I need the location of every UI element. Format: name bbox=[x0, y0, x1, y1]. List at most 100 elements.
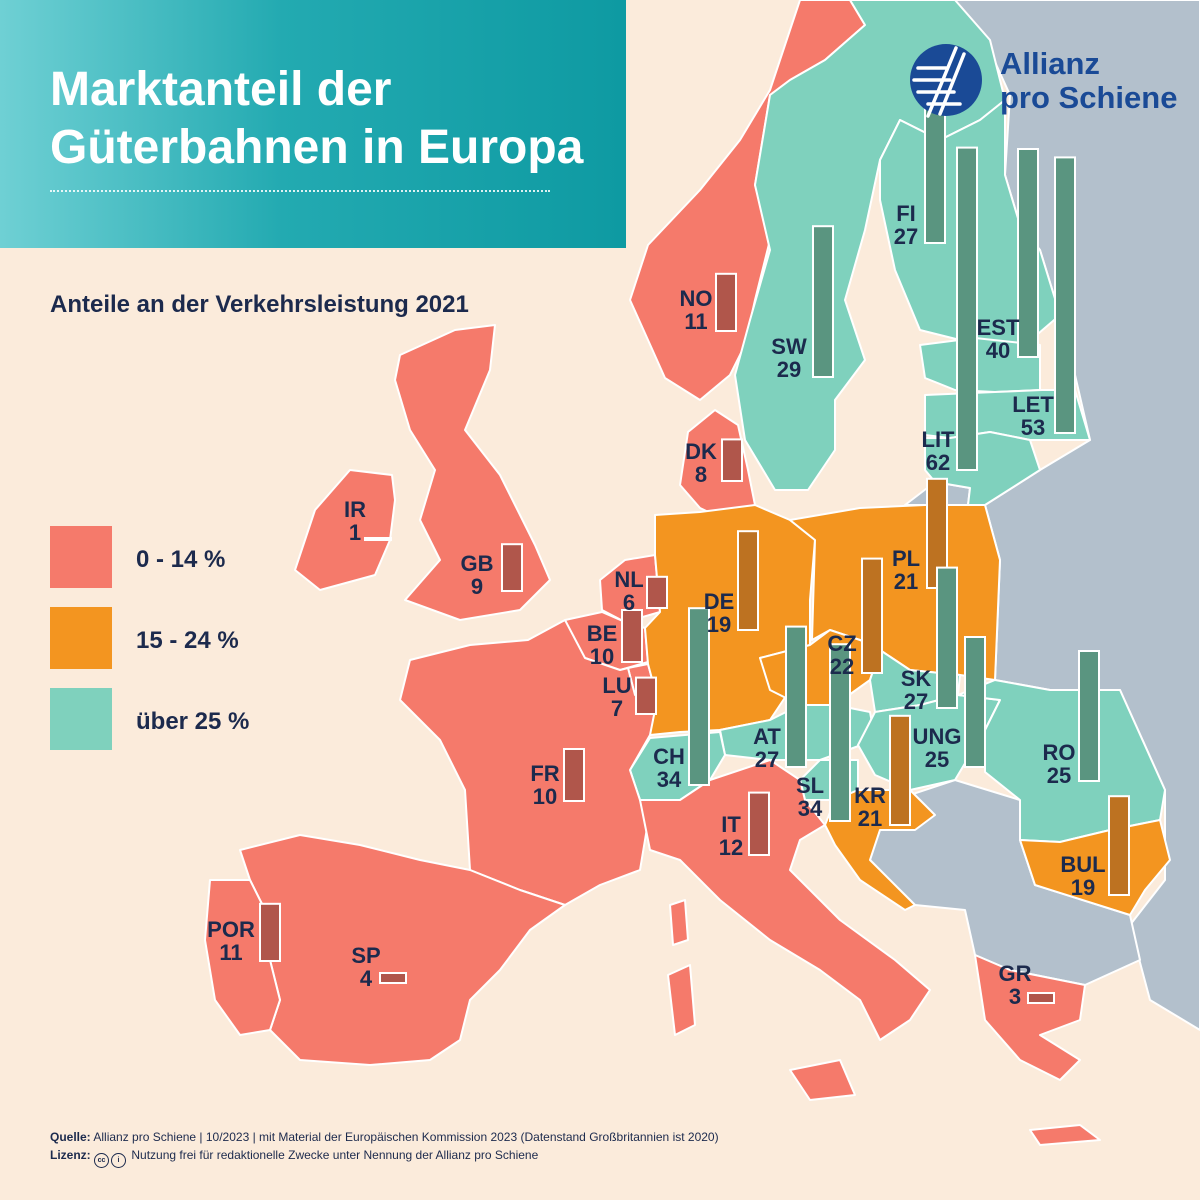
bar-lu bbox=[635, 676, 657, 715]
label-fr: FR 10 bbox=[530, 762, 559, 808]
label-sl: SL 34 bbox=[796, 774, 824, 820]
label-de: DE 19 bbox=[704, 590, 735, 636]
country-value-be: 10 bbox=[589, 644, 615, 669]
country-value-sl: 34 bbox=[797, 796, 823, 821]
source-text: Allianz pro Schiene | 10/2023 | mit Mate… bbox=[93, 1130, 719, 1144]
label-pl: PL 21 bbox=[892, 547, 920, 593]
label-bul: BUL 19 bbox=[1060, 853, 1105, 899]
license-line: Lizenz: cc i Nutzung frei für redaktionel… bbox=[50, 1148, 538, 1168]
legend-label-high: über 25 % bbox=[136, 708, 250, 735]
country-value-sw: 29 bbox=[776, 357, 802, 382]
country-value-bul: 19 bbox=[1070, 875, 1096, 900]
legend-label-mid: 15 - 24 % bbox=[136, 627, 239, 654]
bar-no bbox=[715, 272, 737, 332]
country-code-bul: BUL bbox=[1060, 852, 1106, 877]
attribution-icon: i bbox=[111, 1153, 127, 1168]
country-value-at: 27 bbox=[754, 747, 780, 772]
bar-be bbox=[621, 609, 643, 663]
region-corsica bbox=[669, 899, 689, 946]
country-value-nl: 6 bbox=[622, 590, 636, 615]
bar-de bbox=[737, 530, 759, 632]
country-code-it: IT bbox=[721, 812, 741, 837]
bar-kr bbox=[889, 714, 911, 826]
region-sardinia bbox=[667, 964, 696, 1036]
bar-cz bbox=[861, 557, 883, 674]
country-code-let: LET bbox=[1012, 392, 1054, 417]
country-value-pl: 21 bbox=[893, 569, 919, 594]
label-no: NO 11 bbox=[680, 287, 713, 333]
bar-fr bbox=[563, 748, 585, 802]
country-code-fi: FI bbox=[896, 201, 916, 226]
title-box: Marktanteil der Güterbahnen in Europa bbox=[0, 0, 626, 248]
bar-ch bbox=[688, 607, 710, 787]
country-code-por: POR bbox=[207, 917, 255, 942]
source-label: Quelle: bbox=[50, 1130, 91, 1144]
title-divider bbox=[50, 190, 550, 192]
label-gb: GB 9 bbox=[461, 552, 494, 598]
country-code-de: DE bbox=[703, 589, 735, 614]
bar-ir bbox=[364, 537, 392, 541]
label-ir: IR 1 bbox=[344, 498, 366, 544]
country-code-gb: GB bbox=[460, 551, 494, 576]
label-at: AT 27 bbox=[753, 725, 781, 771]
legend-swatch-mid bbox=[50, 607, 112, 669]
label-lu: LU 7 bbox=[602, 674, 631, 720]
country-code-sp: SP bbox=[351, 943, 381, 968]
region-crete bbox=[1029, 1124, 1101, 1146]
label-ch: CH 34 bbox=[653, 745, 685, 791]
country-code-ch: CH bbox=[653, 744, 685, 769]
label-be: BE 10 bbox=[587, 622, 618, 668]
bar-est bbox=[1017, 148, 1039, 358]
bar-at bbox=[785, 625, 807, 768]
bar-gr bbox=[1027, 992, 1055, 1004]
region-fr bbox=[399, 619, 656, 906]
country-value-por: 11 bbox=[219, 940, 243, 965]
bar-let bbox=[1054, 156, 1076, 434]
bar-sk bbox=[936, 566, 958, 709]
label-sp: SP 4 bbox=[351, 944, 380, 990]
bar-it bbox=[748, 791, 770, 856]
title-line-2: Güterbahnen in Europa bbox=[50, 121, 584, 174]
label-nl: NL 6 bbox=[614, 568, 643, 614]
country-code-ro: RO bbox=[1042, 740, 1076, 765]
country-value-lu: 7 bbox=[610, 696, 624, 721]
country-code-dk: DK bbox=[685, 439, 717, 464]
country-code-sw: SW bbox=[771, 334, 807, 359]
bar-ung bbox=[964, 636, 986, 768]
country-value-lit: 62 bbox=[925, 450, 951, 475]
bar-dk bbox=[721, 438, 743, 482]
region-gr bbox=[974, 954, 1086, 1081]
country-value-fr: 10 bbox=[532, 784, 558, 809]
legend-swatch-high bbox=[50, 688, 112, 750]
legend-label-low: 0 - 14 % bbox=[136, 546, 226, 573]
label-let: LET 53 bbox=[1012, 393, 1054, 439]
bar-por bbox=[259, 902, 281, 962]
country-value-ch: 34 bbox=[656, 767, 682, 792]
country-value-sk: 27 bbox=[903, 689, 929, 714]
country-code-be: BE bbox=[586, 621, 618, 646]
country-code-nl: NL bbox=[614, 567, 644, 592]
country-code-kr: KR bbox=[854, 783, 886, 808]
country-value-ro: 25 bbox=[1046, 763, 1072, 788]
bar-ro bbox=[1078, 650, 1100, 782]
country-value-gb: 9 bbox=[470, 574, 484, 599]
country-code-lit: LIT bbox=[921, 427, 955, 452]
country-value-kr: 21 bbox=[857, 806, 883, 831]
country-value-ir: 1 bbox=[348, 520, 362, 545]
label-sw: SW 29 bbox=[771, 335, 806, 381]
brand-name-line-2: pro Schiene bbox=[1000, 80, 1178, 115]
country-code-cz: CZ bbox=[827, 631, 857, 656]
country-code-ung: UNG bbox=[912, 724, 962, 749]
legend-swatch-low bbox=[50, 526, 112, 588]
country-value-no: 11 bbox=[684, 309, 708, 334]
source-line: Quelle: Allianz pro Schiene | 10/2023 | … bbox=[50, 1130, 719, 1144]
country-value-de: 19 bbox=[706, 612, 732, 637]
bar-gb bbox=[501, 543, 523, 593]
bar-nl bbox=[646, 575, 668, 609]
license-label: Lizenz: bbox=[50, 1148, 91, 1162]
country-code-fr: FR bbox=[530, 761, 560, 786]
country-code-no: NO bbox=[679, 286, 713, 311]
bar-sw bbox=[812, 225, 834, 378]
country-value-it: 12 bbox=[718, 835, 744, 860]
